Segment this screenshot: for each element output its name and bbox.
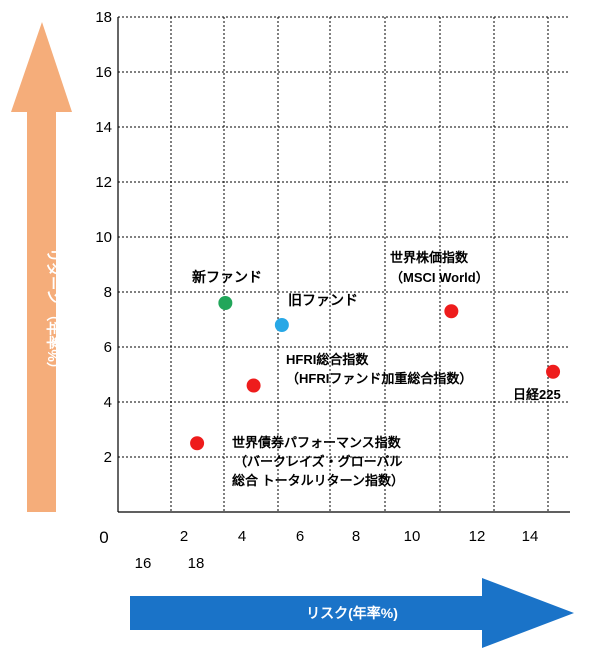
point-label: （MSCI World） — [390, 270, 489, 285]
x-tick-label: 8 — [352, 528, 360, 545]
x-tick-label: 14 — [522, 528, 539, 545]
point-label: HFRI総合指数 — [286, 352, 369, 367]
data-point — [218, 296, 233, 310]
x-tick-label: 2 — [180, 528, 188, 545]
point-label: （HFRIファンド加重総合指数） — [286, 371, 472, 386]
x-tick-label: 6 — [296, 528, 304, 545]
data-points — [190, 296, 561, 451]
x-tick-label: 10 — [404, 528, 421, 545]
x-tick-labels: 2 4 6 8 10 12 14 16 18 — [135, 528, 539, 572]
grid — [117, 16, 570, 513]
data-point — [190, 436, 205, 451]
data-point — [274, 318, 289, 332]
y-tick-label: 10 — [95, 229, 112, 246]
data-point — [546, 364, 561, 379]
point-label: 新ファンド — [192, 269, 262, 285]
y-tick-label: 14 — [95, 119, 112, 136]
point-label: 世界株価指数 — [390, 250, 469, 265]
y-tick-label: 8 — [104, 284, 112, 301]
point-label: 日経225 — [513, 387, 561, 402]
x-tick-label: 12 — [469, 528, 486, 545]
y-tick-labels: 2 4 6 8 10 12 14 16 18 — [95, 9, 112, 466]
point-label: （バークレイズ・グローバル — [234, 454, 402, 469]
return-arrow — [11, 22, 72, 512]
origin-label: 0 — [99, 528, 108, 547]
y-tick-label: 2 — [104, 449, 112, 466]
y-tick-label: 4 — [104, 394, 112, 411]
data-point — [246, 378, 261, 393]
x-tick-label: 16 — [135, 555, 152, 572]
y-tick-label: 18 — [95, 9, 112, 26]
point-label: 総合 トータルリターン指数） — [232, 473, 404, 488]
x-tick-label: 18 — [188, 555, 205, 572]
y-tick-label: 12 — [95, 174, 112, 191]
x-tick-label: 4 — [238, 528, 246, 545]
x-axis-title: リスク(年率%) — [306, 605, 398, 621]
data-point — [444, 304, 459, 319]
y-tick-label: 16 — [95, 64, 112, 81]
risk-arrow — [130, 578, 574, 648]
y-axis-title: リターン （年率%） — [45, 248, 61, 376]
y-tick-label: 6 — [104, 339, 112, 356]
point-label: 旧ファンド — [288, 292, 358, 308]
point-label: 世界債券パフォーマンス指数 — [232, 435, 402, 450]
